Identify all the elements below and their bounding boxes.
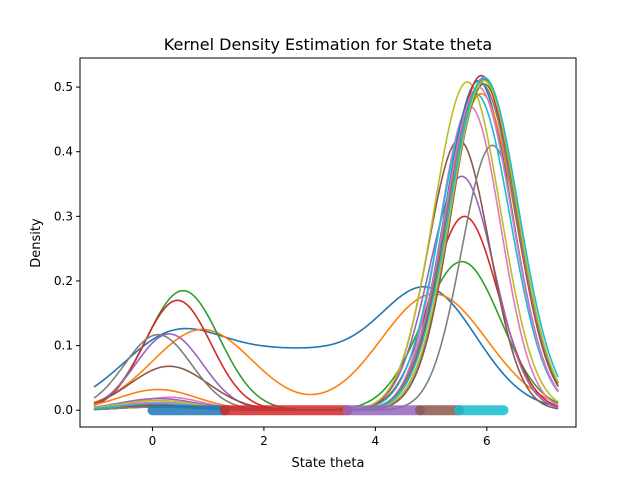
y-tick-label: 0.3: [54, 209, 73, 223]
axes-frame: [79, 57, 577, 428]
y-tick-label: 0.4: [54, 145, 73, 159]
y-tick-label: 0.5: [54, 80, 73, 94]
x-axis-ticks: 0 2 4 6: [149, 427, 491, 448]
x-axis-label: State theta: [292, 456, 365, 471]
x-tick-label: 4: [372, 434, 380, 448]
y-tick-label: 0.0: [54, 403, 73, 417]
y-tick-label: 0.1: [54, 339, 73, 353]
y-tick-label: 0.2: [54, 274, 73, 288]
y-axis-label: Density: [29, 218, 44, 268]
density-line-1: [93, 285, 559, 408]
x-tick-label: 2: [260, 434, 268, 448]
y-axis-ticks: 0.0 0.1 0.2 0.3 0.4 0.5: [54, 80, 80, 417]
chart-title: Kernel Density Estimation for State thet…: [164, 35, 492, 54]
x-tick-label: 0: [149, 434, 157, 448]
x-tick-label: 6: [483, 434, 491, 448]
density-line-2: [93, 293, 559, 404]
